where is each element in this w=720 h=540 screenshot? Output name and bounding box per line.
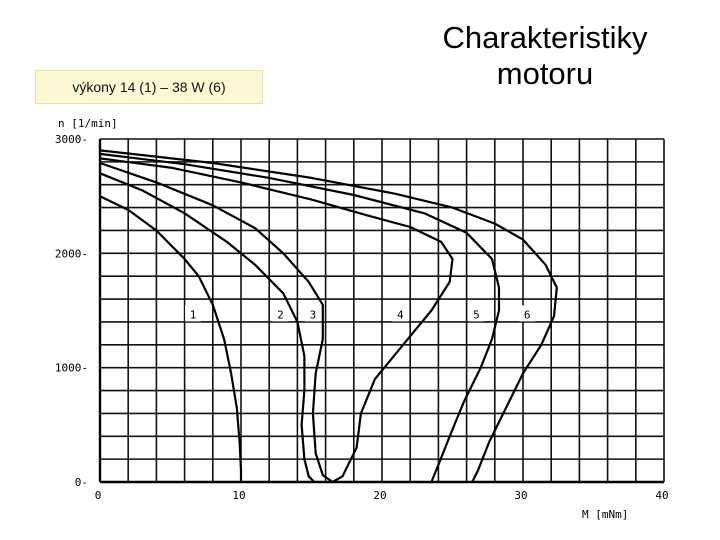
page-title-line-1: Charakteristiky [442, 20, 648, 55]
series-line-1 [98, 195, 243, 484]
page-title: Charakteristiky motoru [400, 20, 690, 92]
x-tick-label: 40 [655, 489, 668, 502]
y-tick-label: 3000- [55, 133, 88, 146]
y-tick-label: 1000- [55, 362, 88, 375]
curve-label-5: 5 [473, 308, 480, 321]
series-line-5 [98, 152, 501, 484]
y-tick-label: 0- [75, 476, 88, 489]
axis-label-backdrop [55, 116, 121, 131]
curve-label-4: 4 [397, 308, 404, 321]
curve-label-3: 3 [310, 308, 317, 321]
x-tick-label: 20 [373, 489, 386, 502]
y-axis-label: n [1/min] [58, 117, 118, 130]
x-axis-label: M [mNm] [582, 508, 628, 521]
curve-label-1: 1 [190, 308, 197, 321]
curve-label-2: 2 [277, 308, 284, 321]
curve-label-6: 6 [524, 308, 531, 321]
y-tick-label: 2000- [55, 247, 88, 260]
x-tick-label: 30 [514, 489, 527, 502]
chart-series [98, 149, 558, 484]
page-title-line-2: motoru [496, 56, 594, 91]
series-line-4 [98, 157, 454, 484]
curve-label-backdrop [392, 305, 409, 322]
series-line-2 [98, 172, 316, 484]
series-line-6 [98, 149, 558, 484]
chart-tick-labels: 0- 1000- 2000- 3000- 0 10 20 30 40 [55, 133, 669, 502]
x-tick-label: 0 [95, 489, 102, 502]
curve-label-backdrop [468, 305, 485, 322]
series-line-3 [98, 161, 334, 484]
curve-label-backdrop [304, 305, 321, 322]
x-tick-label: 10 [232, 489, 245, 502]
chart-curve-labels: 1 2 3 4 5 6 [185, 305, 536, 322]
curve-label-backdrop [185, 305, 202, 322]
curve-label-backdrop [272, 305, 289, 322]
power-range-badge: výkony 14 (1) – 38 W (6) [35, 70, 263, 104]
axis-label-backdrop [579, 507, 632, 522]
curve-label-backdrop [519, 305, 536, 322]
